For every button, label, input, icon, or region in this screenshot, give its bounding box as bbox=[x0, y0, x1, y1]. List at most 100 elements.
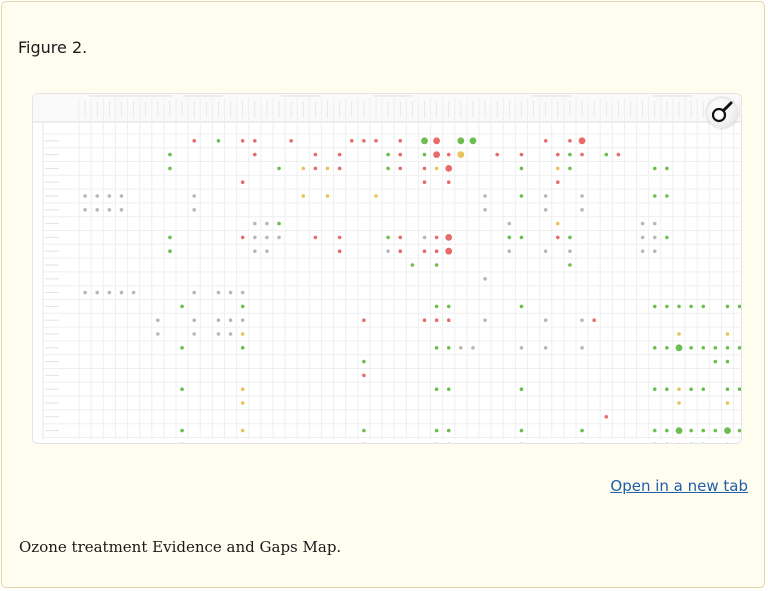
evidence-dot bbox=[253, 152, 257, 157]
evidence-dot bbox=[349, 139, 354, 143]
evidence-dot bbox=[192, 139, 196, 143]
evidence-dot bbox=[433, 151, 440, 158]
evidence-dot bbox=[737, 304, 741, 309]
evidence-dot bbox=[192, 332, 196, 336]
evidence-dot bbox=[713, 359, 718, 364]
figure-caption: Ozone treatment Evidence and Gaps Map. bbox=[19, 538, 342, 556]
evidence-dot bbox=[253, 139, 257, 143]
evidence-dot bbox=[240, 318, 245, 322]
evidence-dot bbox=[168, 235, 172, 240]
evidence-dot bbox=[180, 304, 184, 309]
evidence-dot bbox=[107, 194, 112, 198]
evidence-dot bbox=[677, 304, 681, 309]
evidence-dot bbox=[434, 346, 439, 350]
evidence-dot bbox=[422, 166, 427, 171]
evidence-dot bbox=[556, 221, 560, 226]
evidence-dot bbox=[578, 137, 586, 145]
evidence-dot bbox=[725, 387, 730, 392]
evidence-dot bbox=[240, 428, 245, 433]
evidence-gap-map-figure[interactable] bbox=[32, 93, 742, 444]
evidence-dot bbox=[483, 208, 487, 212]
evidence-dot bbox=[192, 290, 196, 295]
evidence-dot bbox=[689, 428, 693, 433]
evidence-dot bbox=[337, 249, 342, 253]
evidence-dot bbox=[180, 346, 184, 350]
evidence-dot bbox=[483, 318, 487, 322]
evidence-dot bbox=[240, 332, 245, 336]
evidence-dot bbox=[240, 346, 245, 350]
evidence-dot bbox=[325, 194, 330, 198]
magnifier-icon[interactable] bbox=[707, 98, 737, 128]
evidence-dot bbox=[701, 428, 706, 433]
evidence-dot bbox=[652, 166, 657, 171]
evidence-dot bbox=[168, 152, 172, 157]
evidence-dot bbox=[446, 428, 451, 433]
map-header-band bbox=[33, 94, 741, 122]
evidence-dot bbox=[131, 290, 136, 295]
evidence-dot bbox=[83, 290, 87, 295]
evidence-dot bbox=[83, 208, 87, 212]
evidence-dot bbox=[568, 235, 572, 240]
evidence-dot bbox=[580, 194, 584, 198]
evidence-dot bbox=[240, 180, 245, 184]
evidence-dot bbox=[701, 304, 706, 309]
evidence-dot bbox=[434, 235, 439, 240]
evidence-dot bbox=[652, 387, 657, 392]
evidence-dot bbox=[434, 249, 439, 253]
evidence-dot bbox=[457, 151, 465, 158]
evidence-dot bbox=[592, 318, 596, 322]
evidence-dot bbox=[519, 346, 524, 350]
evidence-dot bbox=[337, 152, 342, 157]
evidence-dot bbox=[483, 194, 487, 198]
evidence-dot bbox=[724, 427, 731, 434]
evidence-dot bbox=[386, 152, 390, 157]
evidence-dot bbox=[459, 346, 463, 350]
evidence-dot bbox=[507, 249, 512, 253]
evidence-dot bbox=[580, 208, 584, 212]
open-in-new-tab-link[interactable]: Open in a new tab bbox=[610, 477, 748, 495]
evidence-dot bbox=[313, 166, 318, 171]
evidence-dot bbox=[640, 221, 645, 226]
evidence-dot bbox=[446, 346, 451, 350]
evidence-dot bbox=[652, 304, 657, 309]
evidence-dot bbox=[433, 137, 440, 145]
evidence-dot bbox=[301, 194, 306, 198]
evidence-dot bbox=[640, 235, 645, 240]
evidence-dot bbox=[725, 359, 730, 364]
evidence-dot bbox=[362, 373, 366, 378]
evidence-dot bbox=[265, 249, 269, 253]
evidence-dot bbox=[543, 139, 548, 143]
evidence-dot bbox=[83, 194, 87, 198]
evidence-dot bbox=[265, 235, 269, 240]
evidence-dot bbox=[519, 304, 524, 309]
evidence-dot bbox=[277, 221, 281, 226]
evidence-dot bbox=[701, 387, 706, 392]
evidence-dot bbox=[556, 180, 560, 184]
evidence-dot bbox=[228, 318, 233, 322]
evidence-dot bbox=[543, 318, 548, 322]
evidence-dot bbox=[665, 235, 669, 240]
evidence-dot bbox=[737, 387, 741, 391]
evidence-dot bbox=[228, 332, 233, 336]
evidence-dot bbox=[337, 166, 342, 171]
evidence-dot bbox=[640, 249, 645, 253]
evidence-dot bbox=[543, 346, 548, 350]
evidence-dot bbox=[446, 152, 451, 157]
evidence-dot bbox=[519, 235, 524, 240]
evidence-dot bbox=[689, 304, 693, 309]
evidence-dot bbox=[422, 318, 427, 322]
evidence-dot bbox=[240, 304, 245, 309]
evidence-dot bbox=[253, 235, 257, 240]
evidence-dot bbox=[253, 221, 257, 226]
evidence-dot bbox=[519, 152, 524, 157]
evidence-dot bbox=[95, 194, 100, 198]
evidence-dot bbox=[337, 235, 342, 240]
evidence-dot bbox=[156, 332, 160, 336]
evidence-dot bbox=[119, 194, 124, 198]
evidence-dot bbox=[568, 249, 572, 253]
evidence-dot bbox=[507, 235, 512, 240]
evidence-dot bbox=[446, 304, 451, 309]
evidence-dot bbox=[543, 249, 548, 253]
evidence-dot bbox=[192, 194, 196, 198]
evidence-dot bbox=[422, 180, 427, 184]
